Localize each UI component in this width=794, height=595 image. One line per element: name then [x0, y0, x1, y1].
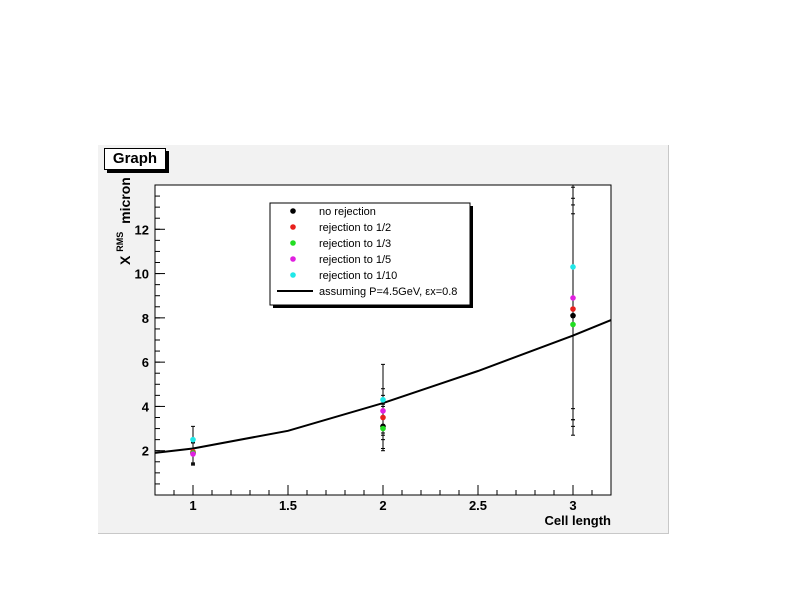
legend-marker: [290, 240, 296, 246]
legend-label: rejection to 1/3: [319, 238, 391, 250]
axis-layer: 1 1.5 2 2.5 3 2 4 6 8 10 12: [135, 184, 612, 513]
y-axis-label: X RMS micron: [110, 177, 133, 265]
x-tick-label: 1: [189, 498, 196, 513]
legend-label: rejection to 1/2: [319, 222, 391, 234]
data-point: [380, 414, 386, 421]
y-tick-label: 8: [142, 311, 149, 326]
data-point: [380, 408, 386, 414]
x-tick-label: 1.5: [279, 498, 297, 513]
chart-title-box: Graph: [104, 148, 166, 170]
x-tick-label: 2: [379, 498, 386, 513]
data-point: [570, 264, 576, 270]
legend-marker: [290, 208, 296, 214]
legend-label: rejection to 1/10: [319, 270, 397, 282]
svg-text:X RMS micron: X RMS micron: [110, 177, 133, 265]
y-tick-label: 6: [142, 355, 149, 370]
y-tick-label: 4: [142, 399, 150, 414]
legend-marker: [290, 272, 296, 278]
data-point: [190, 436, 196, 443]
y-tick-label: 2: [142, 444, 149, 459]
x-tick-label: 2.5: [469, 498, 487, 513]
y-tick-label: 10: [135, 267, 149, 282]
x-axis-label: Cell length: [545, 513, 612, 528]
y-axis-label-unit: micron: [117, 177, 133, 224]
legend-label: assuming P=4.5GeV, εx=0.8: [319, 286, 457, 298]
data-point: [190, 451, 196, 457]
data-point: [380, 425, 386, 432]
data-point: [570, 312, 576, 319]
x-tick-label: 3: [569, 498, 576, 513]
y-tick-label: 12: [135, 222, 149, 237]
data-point: [570, 306, 576, 312]
point-layer: [190, 264, 576, 457]
y-axis-label-main: X: [117, 255, 133, 265]
legend-marker: [290, 224, 296, 230]
y-axis-label-sup: RMS: [115, 232, 125, 252]
data-point: [380, 396, 386, 403]
legend: no rejection rejection to 1/2 rejection to…: [269, 202, 473, 308]
data-point: [570, 295, 576, 301]
legend-marker: [290, 256, 296, 262]
data-point: [570, 321, 576, 328]
legend-label: rejection to 1/5: [319, 254, 391, 266]
legend-label: no rejection: [319, 206, 376, 218]
